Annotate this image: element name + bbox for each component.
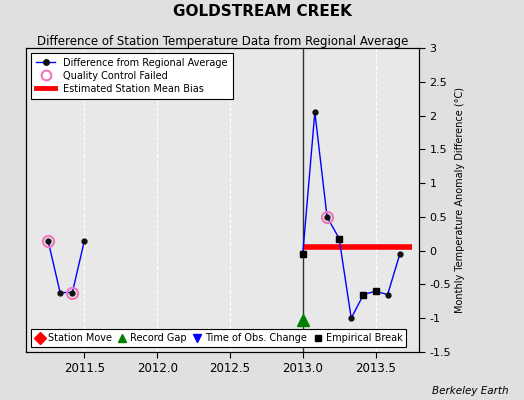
Y-axis label: Monthly Temperature Anomaly Difference (°C): Monthly Temperature Anomaly Difference (… — [455, 87, 465, 313]
Title: Difference of Station Temperature Data from Regional Average: Difference of Station Temperature Data f… — [37, 35, 408, 48]
Legend: Station Move, Record Gap, Time of Obs. Change, Empirical Break: Station Move, Record Gap, Time of Obs. C… — [31, 329, 406, 347]
Text: GOLDSTREAM CREEK: GOLDSTREAM CREEK — [172, 4, 352, 19]
Text: Berkeley Earth: Berkeley Earth — [432, 386, 508, 396]
